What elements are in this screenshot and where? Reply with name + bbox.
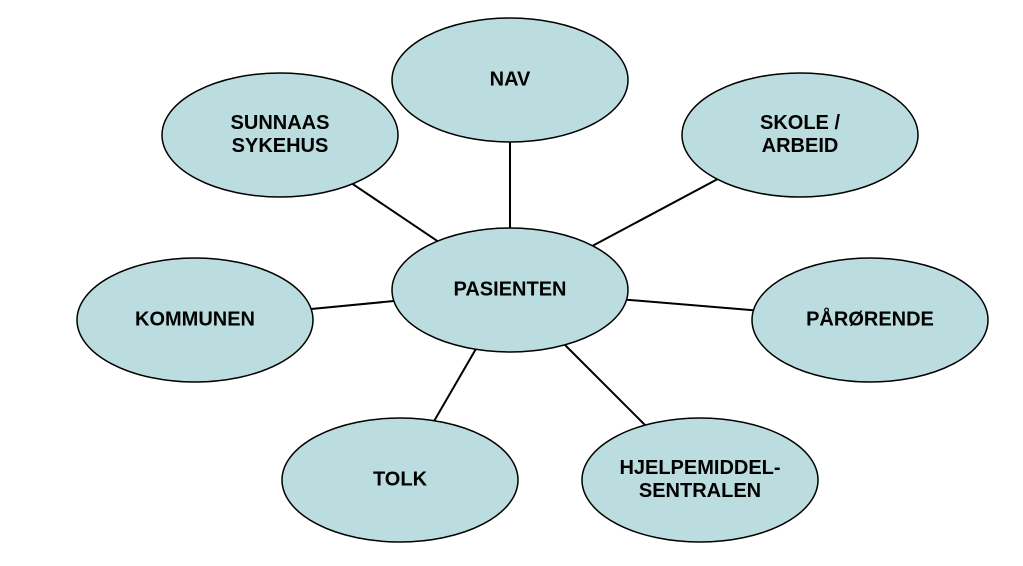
node-kommunen: KOMMUNEN <box>77 258 313 382</box>
edge-pasienten-tolk <box>434 349 475 420</box>
node-hjelpemiddel: HJELPEMIDDEL-SENTRALEN <box>582 418 818 542</box>
node-tolk: TOLK <box>282 418 518 542</box>
node-pasienten: PASIENTEN <box>392 228 628 352</box>
node-skole-arbeid: SKOLE /ARBEID <box>682 73 918 197</box>
node-sunnaas: SUNNAASSYKEHUS <box>162 73 398 197</box>
nodes-layer: NAV SKOLE /ARBEID PÅRØRENDE HJELPEMIDDEL-SE… <box>77 18 988 542</box>
edge-pasienten-sunnaas <box>353 184 438 241</box>
node-label-hjelpemiddel-line1: HJELPEMIDDEL- <box>619 457 780 479</box>
edge-pasienten-parorende <box>627 300 754 311</box>
mindmap-diagram: NAV SKOLE /ARBEID PÅRØRENDE HJELPEMIDDEL-SE… <box>0 0 1023 566</box>
node-label-parorende: PÅRØRENDE <box>806 306 934 330</box>
edge-pasienten-hjelpemiddel <box>565 345 645 425</box>
edge-pasienten-kommunen <box>311 301 394 309</box>
node-label-skole-arbeid-line1: SKOLE / <box>760 112 840 134</box>
node-label-skole-arbeid-line2: ARBEID <box>762 135 839 157</box>
node-nav: NAV <box>392 18 628 142</box>
node-parorende: PÅRØRENDE <box>752 258 988 382</box>
node-label-sunnaas-line2: SYKEHUS <box>232 135 329 157</box>
node-label-hjelpemiddel-line2: SENTRALEN <box>639 480 761 502</box>
node-label-sunnaas-line1: SUNNAAS <box>231 112 330 134</box>
node-label-nav: NAV <box>490 68 531 90</box>
edge-pasienten-skole-arbeid <box>593 179 718 246</box>
node-label-pasienten: PASIENTEN <box>454 278 567 300</box>
node-label-kommunen: KOMMUNEN <box>135 308 255 330</box>
node-label-tolk: TOLK <box>373 468 428 490</box>
